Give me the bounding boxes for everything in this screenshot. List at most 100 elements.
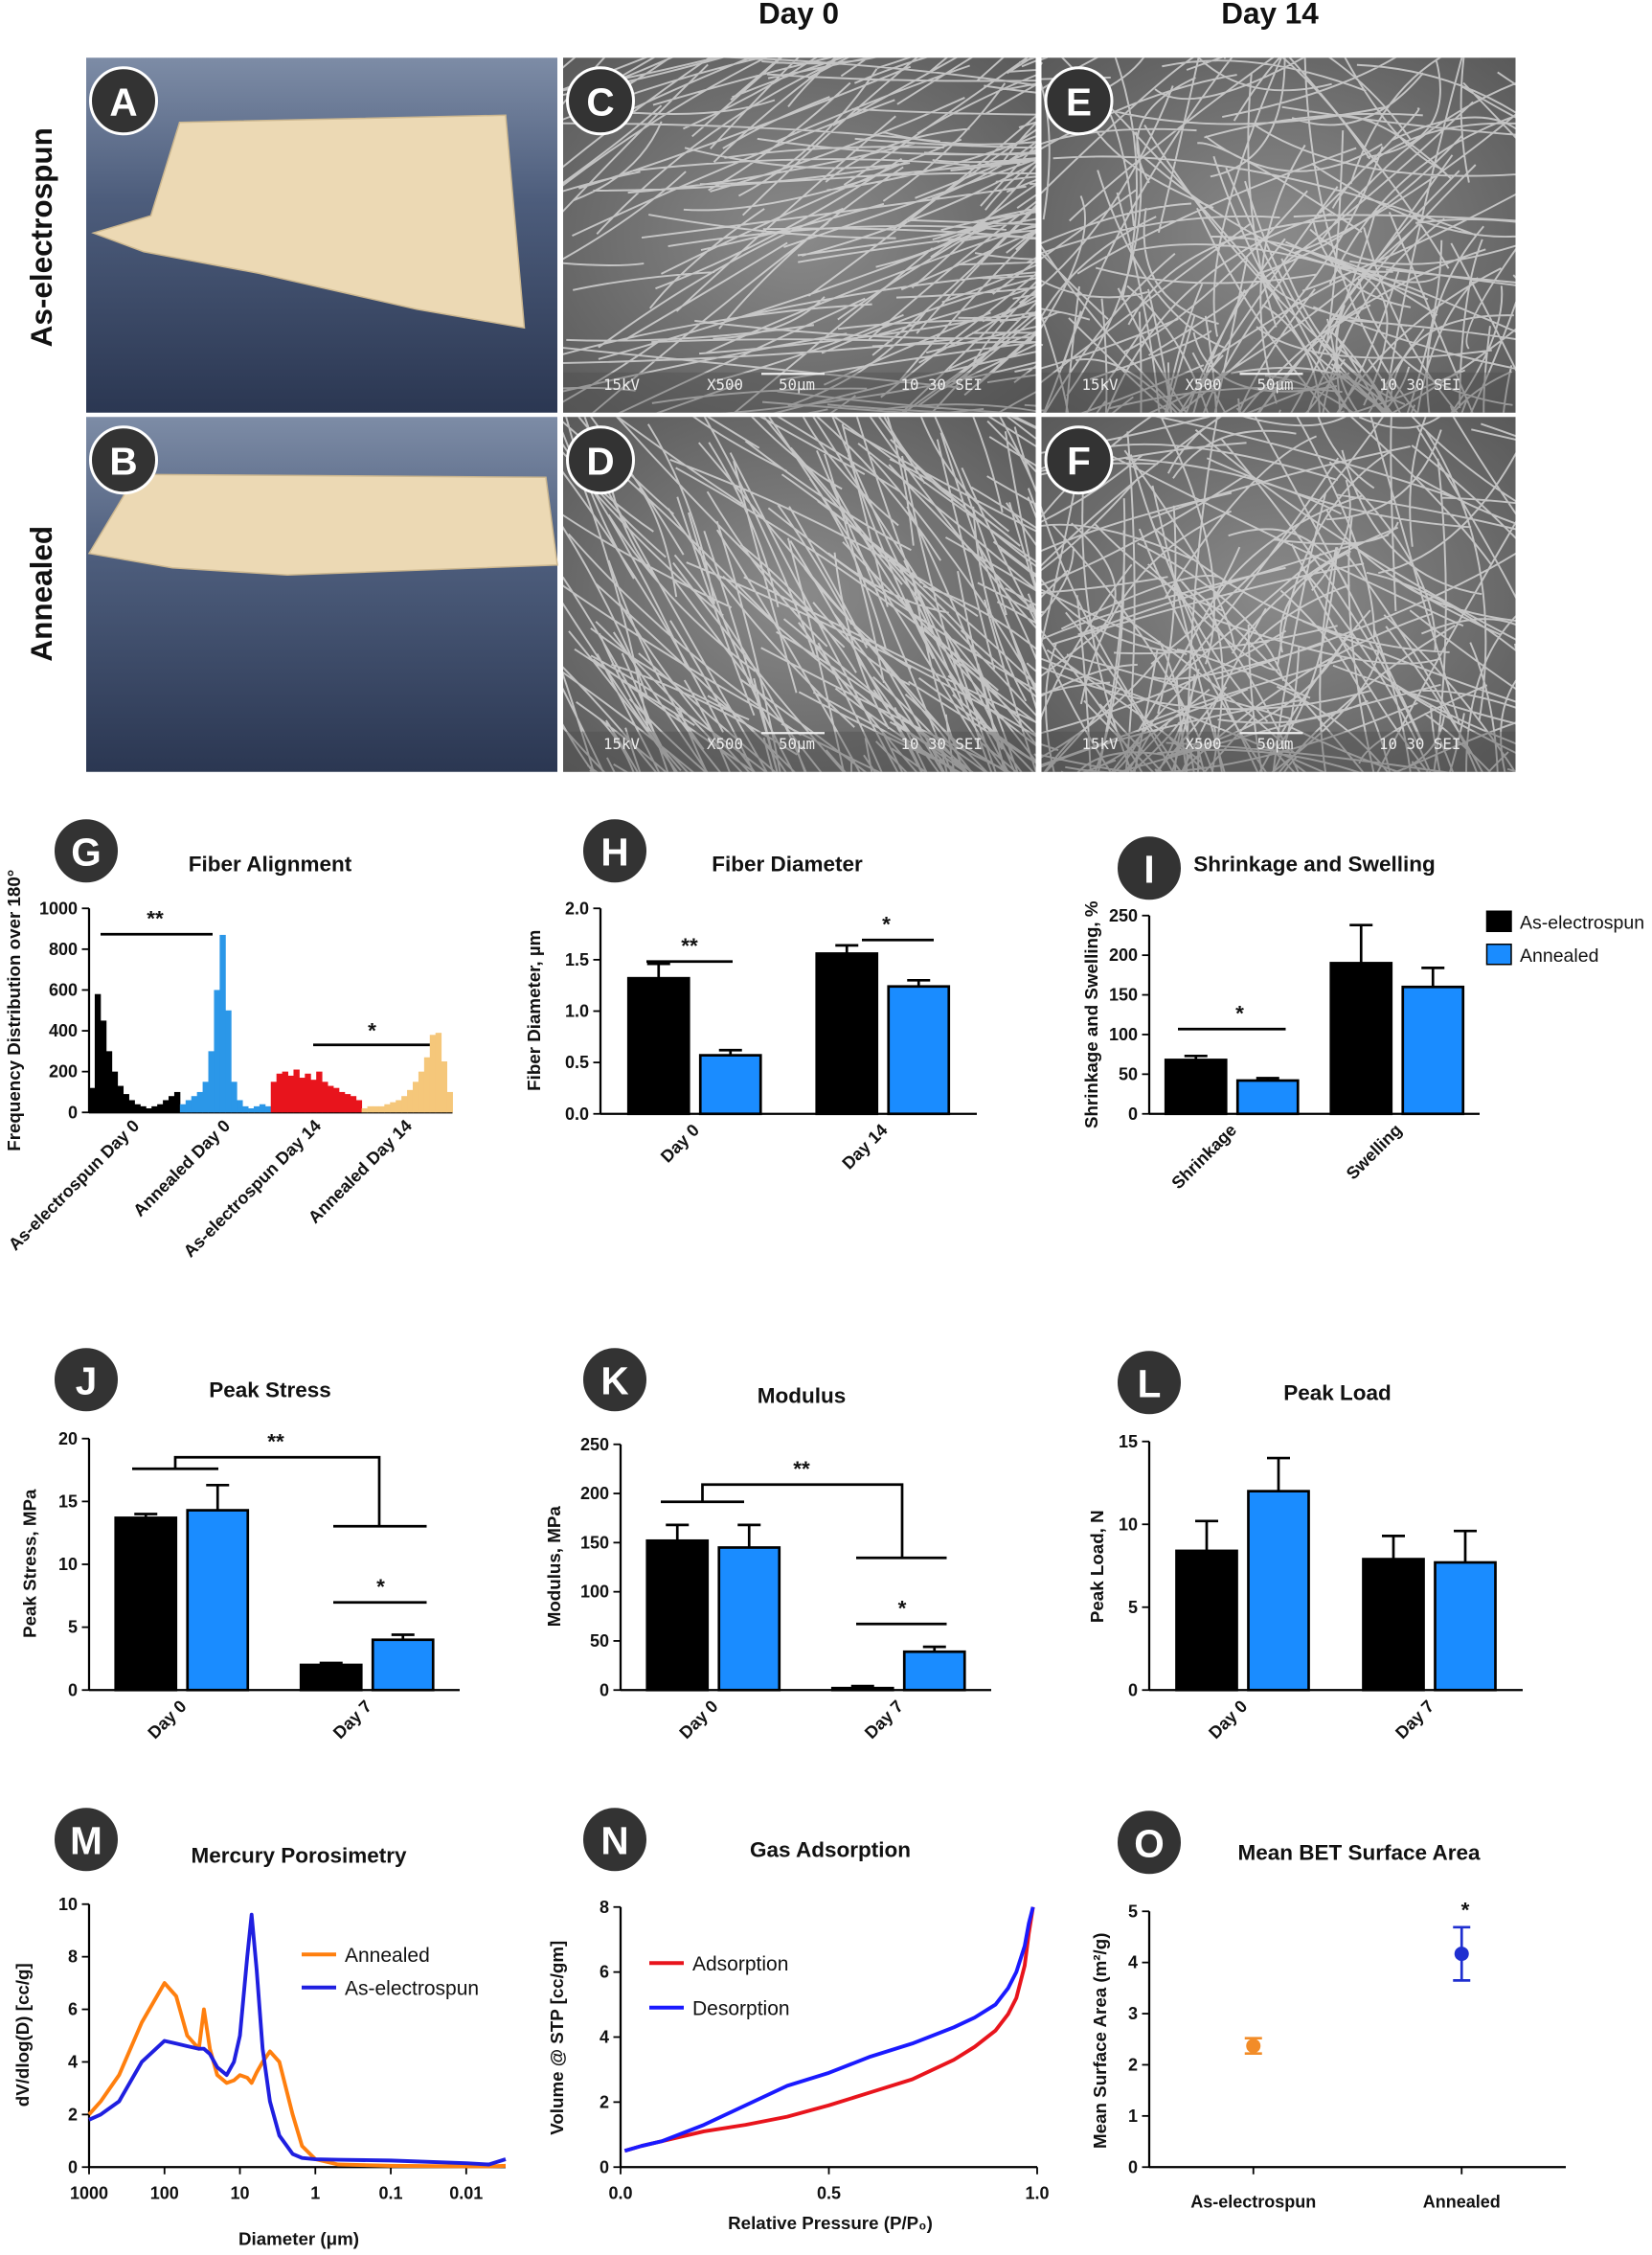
panel-letter: I [1143, 847, 1154, 891]
y-tick-label: 800 [49, 940, 78, 959]
legend-label: Annealed [1520, 945, 1598, 967]
histogram-bar [367, 1105, 373, 1113]
chart-title: Fiber Diameter [712, 852, 863, 876]
y-tick-label: 600 [49, 980, 78, 999]
histogram-bar [435, 1033, 442, 1113]
sem-info: X500 [1186, 735, 1222, 753]
chart-title: Modulus [758, 1383, 846, 1407]
y-tick-label: 150 [580, 1533, 609, 1552]
bar [1329, 962, 1393, 1116]
y-axis-label: Peak Load, N [1087, 1510, 1107, 1623]
significance-label: ** [793, 1457, 810, 1481]
x-tick-label: Shrinkage [1167, 1120, 1240, 1193]
panel-badge [52, 816, 121, 886]
x-tick-label: Day 7 [329, 1697, 375, 1742]
histogram-bar [146, 1107, 152, 1113]
legend-label: As-electrospun [1520, 912, 1644, 933]
sem-strip [1041, 372, 1516, 413]
histogram-bar [173, 1091, 181, 1113]
panel-badge [580, 1805, 649, 1875]
bar [1362, 1558, 1425, 1692]
histogram-bar [384, 1104, 391, 1113]
y-tick-label: 1000 [39, 899, 78, 918]
histogram-bar [179, 1104, 187, 1113]
histogram-bar [310, 1080, 317, 1113]
bar [371, 1638, 435, 1692]
panel-badge [89, 66, 158, 136]
row-header: Annealed [24, 526, 58, 662]
scaffold-sheet [91, 114, 526, 330]
histogram-bar [214, 990, 220, 1113]
legend-label: Desorption [692, 1997, 790, 2019]
y-tick-label: 0 [1128, 1680, 1138, 1699]
histogram-bar [270, 1082, 278, 1113]
y-tick-label: 0 [68, 1103, 78, 1122]
histogram-bar [328, 1085, 334, 1113]
fibers [563, 57, 1036, 413]
histogram-bar [305, 1073, 311, 1113]
y-axis-label: Peak Stress, MPa [20, 1489, 40, 1638]
sem-strip [563, 731, 1036, 772]
chart-title: Peak Load [1283, 1380, 1392, 1404]
histogram-bar [293, 1069, 300, 1113]
bar [717, 1546, 781, 1692]
panel-badge [1115, 1808, 1184, 1878]
significance-label: * [1461, 1898, 1470, 1922]
bar [830, 1686, 894, 1692]
histogram-bar [429, 1035, 437, 1113]
y-tick-label: 4 [600, 2028, 609, 2047]
x-tick-label: Day 0 [144, 1697, 190, 1742]
panel-letter: K [600, 1358, 628, 1402]
panel-letter: H [600, 830, 628, 874]
scaffold-sheet [87, 473, 558, 577]
y-tick-label: 200 [1109, 945, 1138, 965]
histogram-bar [134, 1104, 141, 1113]
chart-title: Fiber Alignment [189, 852, 352, 876]
significance-label: * [368, 1018, 376, 1042]
histogram-bar [407, 1089, 414, 1113]
panel-letter: D [586, 439, 614, 483]
photo [86, 417, 557, 772]
y-tick-label: 0 [68, 1680, 78, 1699]
y-tick-label: 0 [1128, 2157, 1138, 2176]
panel-badge [566, 66, 635, 136]
histogram-bar [355, 1100, 363, 1113]
y-tick-label: 2 [1128, 2055, 1138, 2074]
bar [626, 976, 690, 1116]
y-tick-label: 6 [68, 2000, 78, 2019]
x-axis-label: Relative Pressure (P/P₀) [728, 2213, 933, 2233]
x-tick-label: Day 14 [838, 1120, 891, 1173]
y-tick-label: 0 [600, 1680, 609, 1699]
chart-title: Mean BET Surface Area [1237, 1840, 1480, 1864]
sem-image [563, 417, 1036, 772]
y-tick-label: 4 [68, 2052, 78, 2071]
y-tick-label: 5 [1128, 1598, 1138, 1617]
histogram-bar [89, 1087, 96, 1113]
x-tick-label: 0.0 [608, 2183, 632, 2202]
y-tick-label: 15 [58, 1492, 78, 1511]
panel-badge [580, 1345, 649, 1415]
panel-letter: A [109, 80, 137, 124]
legend-label: Annealed [345, 1945, 430, 1967]
x-tick-label: 1.0 [1025, 2183, 1049, 2202]
y-tick-label: 400 [49, 1021, 78, 1040]
histogram-bar [157, 1104, 164, 1113]
chart-title: Shrinkage and Swelling [1193, 852, 1436, 876]
histogram-bar [151, 1105, 158, 1113]
histogram-bar [276, 1073, 283, 1113]
significance-label: ** [267, 1429, 284, 1453]
histogram-bar [242, 1105, 249, 1113]
point [1246, 2039, 1261, 2054]
histogram-bar [219, 934, 226, 1113]
legend-swatch [1485, 910, 1512, 932]
y-axis-label: Shrinkage and Swelling, % [1081, 900, 1101, 1128]
x-tick-label: As-electrospun Day 0 [5, 1116, 143, 1254]
legend-label: As-electrospun [345, 1977, 479, 1999]
histogram-bar [378, 1105, 385, 1113]
histogram-bar [123, 1094, 129, 1113]
sem-info: X500 [707, 735, 743, 753]
panel-letter: M [70, 1818, 102, 1862]
sem-info: 15kV [603, 735, 640, 753]
x-tick-label: Annealed Day 0 [129, 1116, 234, 1220]
